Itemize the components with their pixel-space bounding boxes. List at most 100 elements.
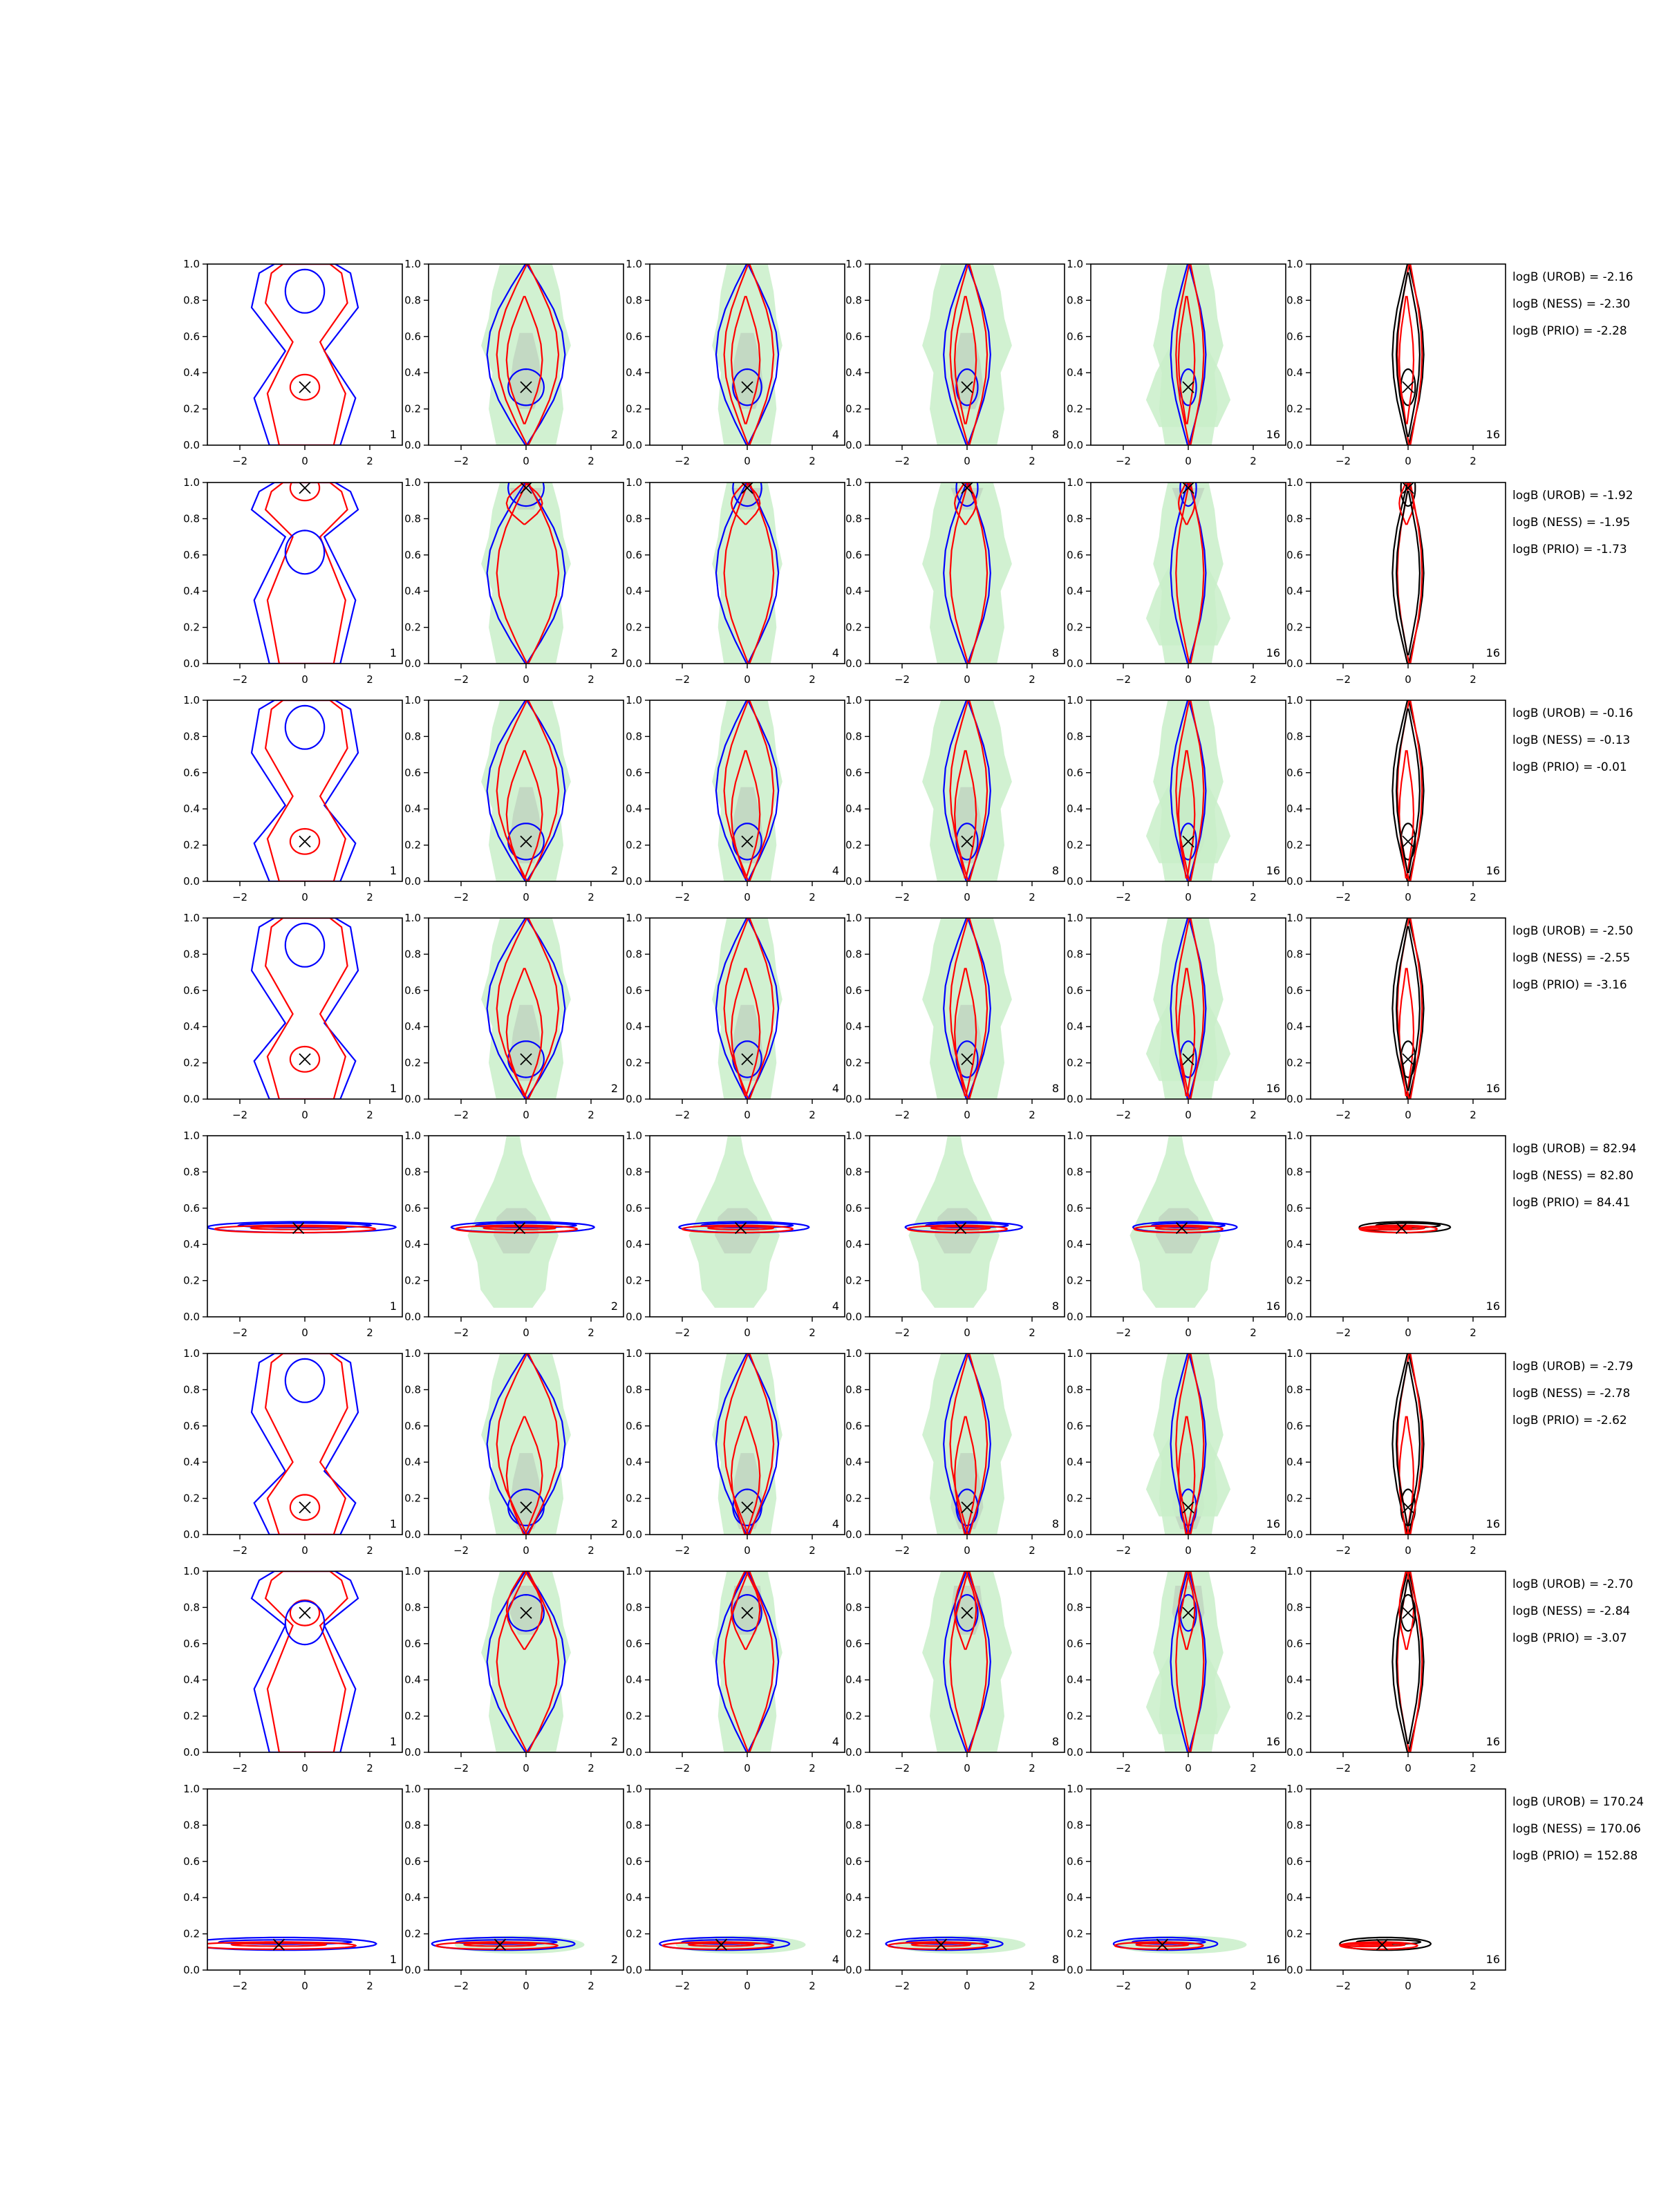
contour-line <box>949 482 988 664</box>
contour-line <box>1175 1571 1205 1752</box>
x-tick-label: 2 <box>1470 1327 1477 1339</box>
y-tick-label: 0.0 <box>845 657 862 670</box>
y-tick-label: 0.6 <box>183 1202 200 1215</box>
panel-label: 1 <box>390 428 397 441</box>
true-value-marker <box>299 1501 311 1514</box>
contour-line <box>264 1571 348 1752</box>
true-value-marker <box>1395 1221 1408 1235</box>
x-tick-label: 0 <box>1405 455 1412 467</box>
panel-r4-c2: −2 0 2 0.0 0.2 0.4 0.6 0.8 1.0 2 <box>404 912 624 1121</box>
x-tick-label: 2 <box>1470 455 1477 467</box>
y-tick-label: 0.2 <box>404 1492 421 1505</box>
panel-label: 16 <box>1486 646 1500 659</box>
contour-line <box>1170 1353 1207 1535</box>
y-tick-label: 1.0 <box>404 1347 421 1360</box>
panel-r1-c4: −2 0 2 0.0 0.2 0.4 0.6 0.8 1.0 8 <box>845 258 1065 467</box>
contour-line <box>930 1226 991 1230</box>
contour-line <box>910 1942 972 1947</box>
true-value-marker <box>1376 1938 1389 1951</box>
true-value-marker <box>741 1501 753 1514</box>
panel-label: 1 <box>390 646 397 659</box>
panel-r8-c3: −2 0 2 0.0 0.2 0.4 0.6 0.8 1.0 4 <box>626 1783 845 1992</box>
y-tick-label: 0.8 <box>626 1819 642 1831</box>
y-tick-label: 0.2 <box>626 621 642 634</box>
contour-line <box>715 1571 780 1752</box>
y-tick-label: 0.0 <box>626 1528 642 1541</box>
y-tick-label: 0.2 <box>845 1928 862 1940</box>
x-tick-label: −2 <box>1335 891 1351 903</box>
contour-line <box>1398 482 1415 525</box>
contour-line <box>1170 700 1207 881</box>
y-tick-label: 0.2 <box>626 1710 642 1723</box>
y-tick-label: 0.0 <box>183 1093 200 1105</box>
y-tick-label: 0.4 <box>404 585 421 597</box>
x-tick-label: −2 <box>1335 1109 1351 1121</box>
y-tick-label: 0.8 <box>404 1165 421 1178</box>
true-value-marker <box>494 1938 507 1951</box>
contour-line <box>1398 296 1415 424</box>
panel-label: 16 <box>1266 1300 1280 1313</box>
y-tick-label: 0.8 <box>1286 1383 1303 1396</box>
true-value-marker <box>299 835 311 847</box>
contour-line <box>435 1941 559 1951</box>
y-tick-label: 0.6 <box>404 330 421 343</box>
y-tick-label: 0.6 <box>626 549 642 561</box>
y-tick-label: 0.0 <box>404 1964 421 1976</box>
contour-group <box>712 1353 782 1535</box>
y-tick-label: 0.6 <box>1286 1855 1303 1868</box>
density-fill <box>1145 1589 1231 1734</box>
contour-line <box>264 700 348 881</box>
x-tick-label: 0 <box>1405 1327 1412 1339</box>
y-tick-label: 0.2 <box>404 403 421 415</box>
panel-r7-c3: −2 0 2 0.0 0.2 0.4 0.6 0.8 1.0 4 <box>626 1565 845 1774</box>
x-tick-label: −2 <box>1116 455 1131 467</box>
contour-line <box>264 918 348 1099</box>
y-tick-label: 0.8 <box>626 730 642 742</box>
x-tick-label: −2 <box>453 673 469 686</box>
y-tick-label: 0.8 <box>845 294 862 306</box>
y-tick-label: 0.0 <box>845 875 862 888</box>
y-tick-label: 0.6 <box>1286 1638 1303 1650</box>
panel-label: 2 <box>611 646 618 659</box>
panel-label: 8 <box>1052 646 1059 659</box>
panel-r5-c4: −2 0 2 0.0 0.2 0.4 0.6 0.8 1.0 8 <box>845 1130 1065 1339</box>
contour-line <box>1398 1416 1415 1535</box>
y-tick-label: 1.0 <box>1067 258 1083 270</box>
y-tick-label: 0.4 <box>845 1456 862 1468</box>
y-tick-label: 0.6 <box>626 984 642 997</box>
panel-label: 4 <box>832 1517 839 1530</box>
y-tick-label: 0.8 <box>404 1383 421 1396</box>
x-tick-label: 2 <box>1250 1980 1257 1992</box>
y-tick-label: 0.2 <box>1067 1710 1083 1723</box>
contour-line <box>486 1353 566 1535</box>
y-tick-label: 0.6 <box>1286 549 1303 561</box>
panel-r4-c3: −2 0 2 0.0 0.2 0.4 0.6 0.8 1.0 4 <box>626 912 845 1121</box>
panel-r7-c5: −2 0 2 0.0 0.2 0.4 0.6 0.8 1.0 16 <box>1067 1565 1286 1774</box>
y-tick-label: 0.6 <box>845 549 862 561</box>
contour-group <box>1358 1221 1452 1234</box>
y-tick-label: 0.0 <box>1286 1964 1303 1976</box>
panel-label: 4 <box>832 646 839 659</box>
y-tick-label: 0.4 <box>1067 1891 1083 1904</box>
contour-line <box>507 482 545 507</box>
panel-label: 16 <box>1266 428 1280 441</box>
density-fill <box>922 1571 1012 1752</box>
y-tick-label: 0.2 <box>183 1492 200 1505</box>
contour-line <box>953 1571 977 1650</box>
y-tick-label: 0.4 <box>845 1020 862 1033</box>
y-tick-label: 1.0 <box>845 258 862 270</box>
contour-group <box>1391 482 1425 664</box>
x-tick-label: −2 <box>1335 1544 1351 1557</box>
y-tick-label: 0.0 <box>845 1093 862 1105</box>
contour-line <box>289 1045 321 1073</box>
y-tick-label: 0.0 <box>626 1746 642 1759</box>
contour-line <box>715 482 780 664</box>
panel-label: 16 <box>1266 1517 1280 1530</box>
x-tick-label: 2 <box>366 455 373 467</box>
true-value-marker <box>520 381 532 393</box>
x-tick-label: −2 <box>453 891 469 903</box>
contour-line <box>505 968 543 1096</box>
y-tick-label: 1.0 <box>1067 912 1083 924</box>
x-tick-label: 0 <box>744 673 751 686</box>
